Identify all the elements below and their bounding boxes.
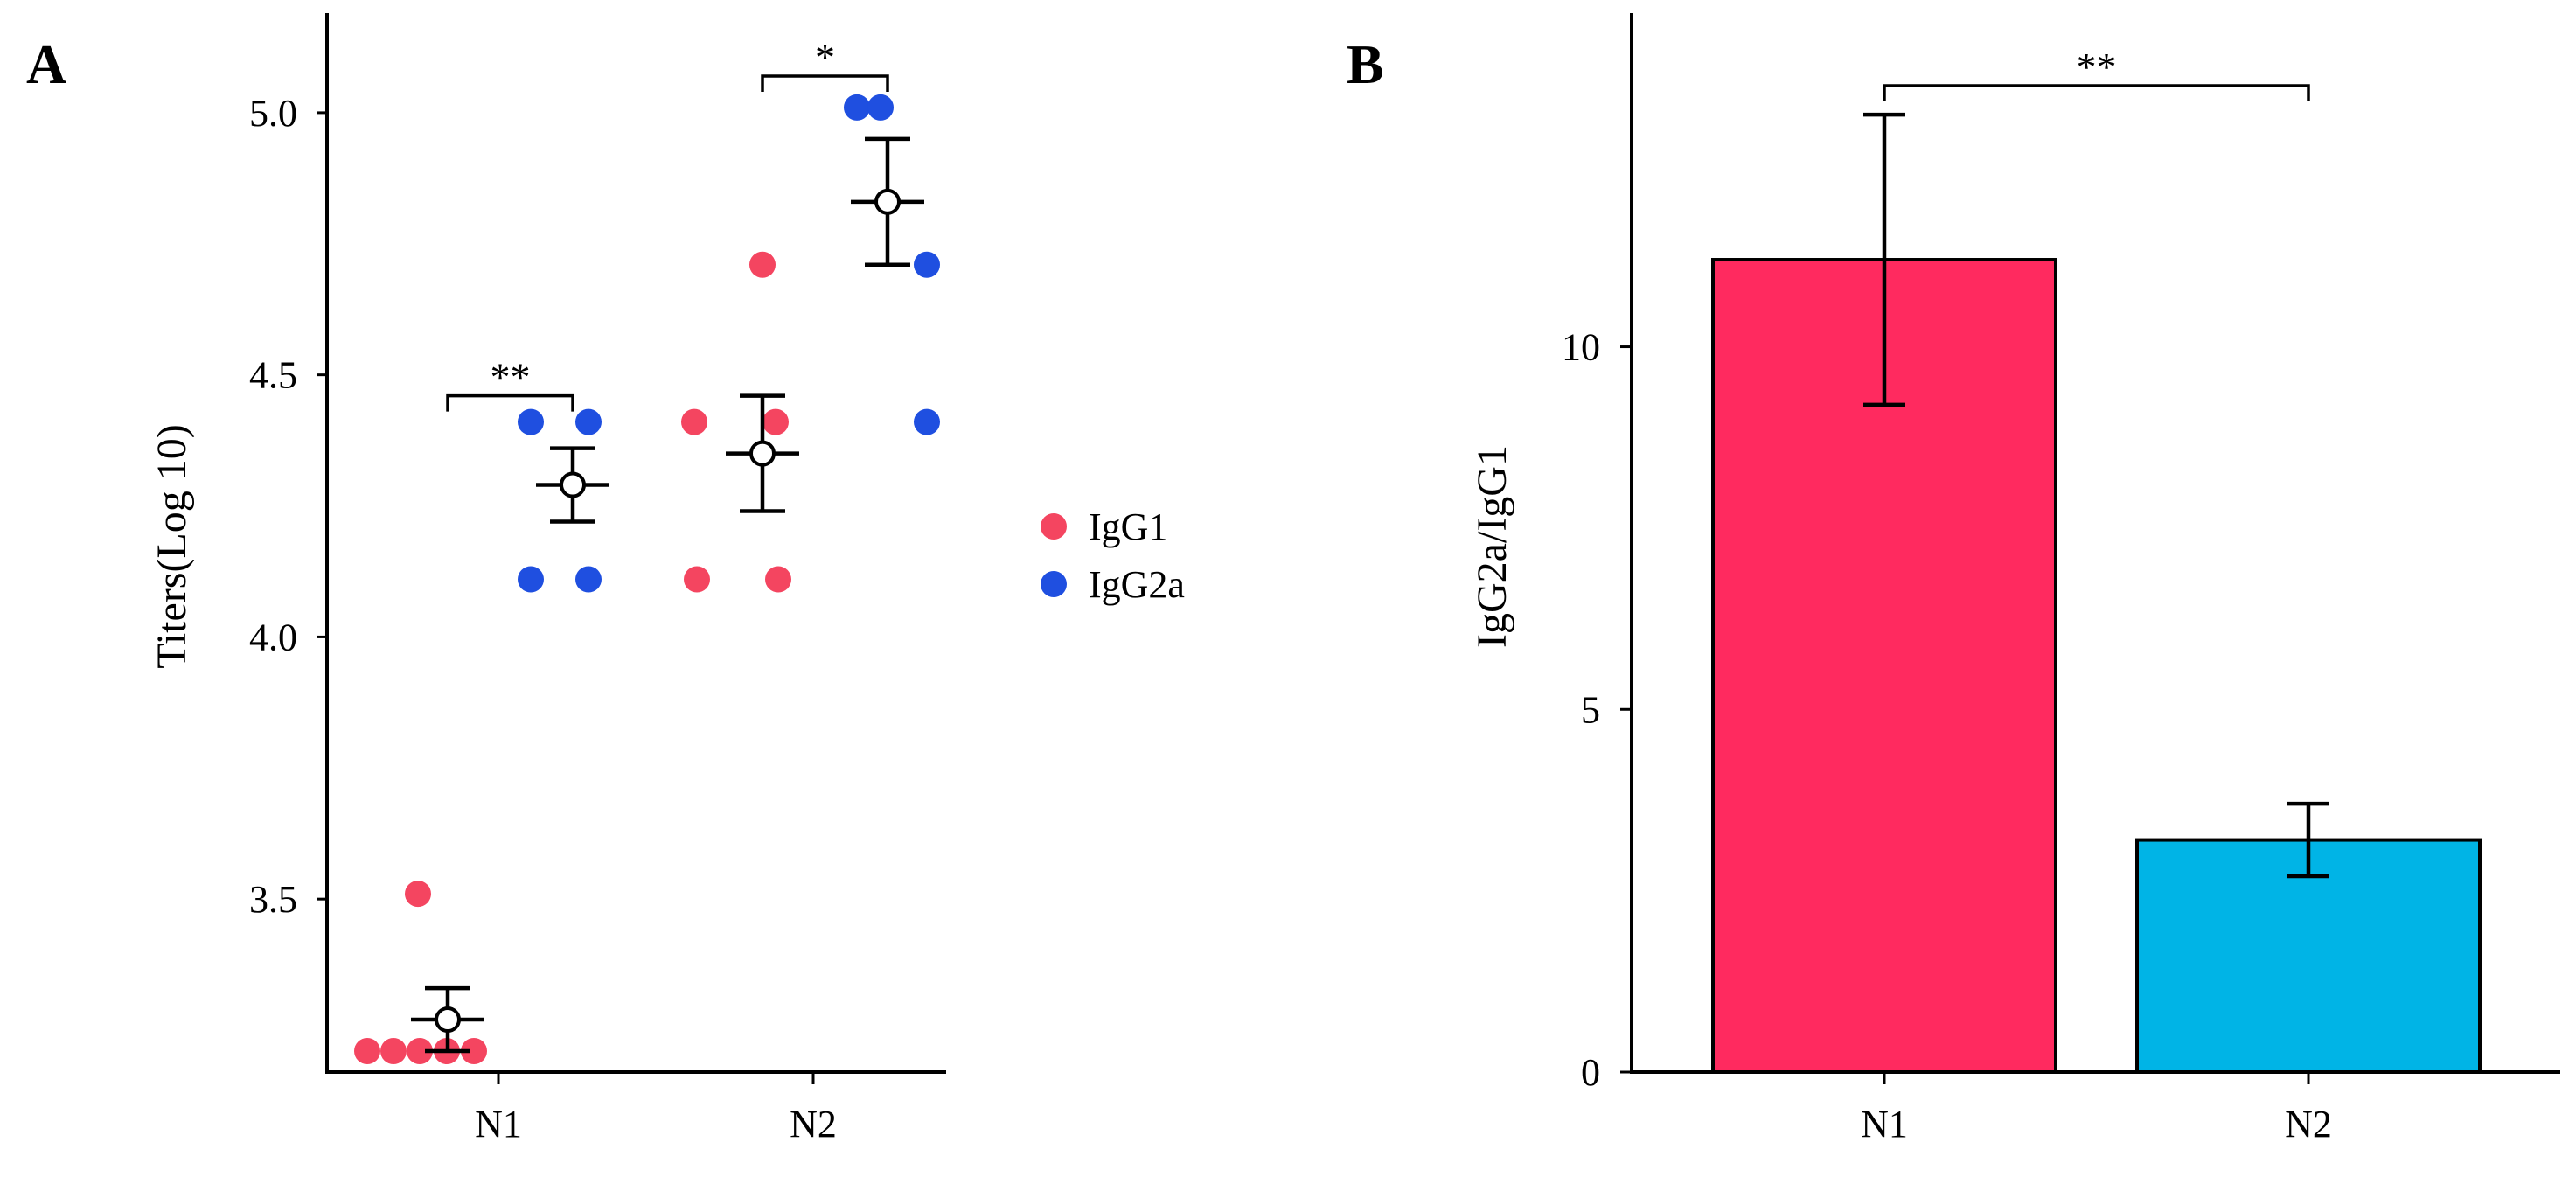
panel-a-significance-bracket	[761, 74, 889, 92]
panel-b-y-tick-label: 10	[1562, 326, 1600, 369]
panel-a-mean-marker	[560, 471, 586, 498]
panel-a-significance-bracket	[446, 393, 574, 412]
panel-a-y-tick-label: 3.5	[249, 878, 297, 921]
panel-a-chart: A Titers(Log 10) 3.54.04.55.0 N1 N2 *** I…	[26, 13, 1185, 1146]
panel-a-y-axis-title: Titers(Log 10)	[149, 424, 195, 669]
panel-a-point-igg1	[749, 251, 776, 278]
panel-b-chart: B IgG2a/IgG1 0 5 10 N1 N2 **	[1347, 13, 2560, 1146]
panel-a-y-tick-label: 4.5	[249, 354, 297, 397]
panel-a-legend: IgG1 IgG2a	[1041, 505, 1185, 606]
panel-a-y-tick-label: 4.0	[249, 616, 297, 658]
panel-b-error-bars	[1863, 112, 2329, 879]
panel-a-significance-label: *	[815, 35, 835, 80]
panel-a-point-igg1	[407, 1038, 433, 1065]
panel-a-x-ticks: N1 N2	[475, 1072, 837, 1146]
panel-a-y-ticks: 3.5 4.0 4.5 5.0	[249, 92, 327, 921]
panel-b-significance: **	[1883, 45, 2310, 101]
panel-a-legend-marker-igg2a	[1041, 571, 1067, 597]
panel-a-point-igg2a	[575, 566, 602, 593]
panel-a-point-igg1	[684, 566, 710, 593]
panel-b-significance-label: **	[2077, 45, 2117, 89]
panel-a-label: A	[26, 33, 66, 95]
panel-b-y-tick-label: 5	[1581, 688, 1600, 731]
panel-b-label: B	[1347, 33, 1384, 95]
panel-b-x-tick-label: N2	[2285, 1103, 2332, 1146]
panel-a-point-igg1	[461, 1038, 487, 1065]
panel-a-mean-marker	[874, 188, 901, 215]
panel-a-point-igg1	[765, 566, 791, 593]
panel-b-y-axis-title: IgG2a/IgG1	[1469, 445, 1515, 648]
panel-a-significance: ***	[446, 35, 889, 412]
panel-a-x-tick-label: N1	[475, 1103, 522, 1146]
panel-a-y-tick-label: 5.0	[249, 92, 297, 135]
panel-b-y-ticks: 0 5 10	[1562, 326, 1632, 1094]
panel-a-points	[354, 94, 940, 1065]
panel-a-legend-label: IgG1	[1089, 505, 1167, 548]
panel-a-point-igg1	[762, 408, 789, 435]
panel-a-legend-label: IgG2a	[1089, 563, 1185, 606]
panel-a-means	[411, 136, 924, 1054]
panel-a-point-igg2a	[867, 94, 894, 121]
panel-a-point-igg2a	[914, 251, 940, 278]
panel-b-x-ticks: N1 N2	[1861, 1072, 2332, 1146]
panel-a-point-igg2a	[844, 94, 870, 121]
panel-a-point-igg2a	[914, 408, 940, 435]
panel-a-point-igg2a	[518, 408, 544, 435]
panel-b-significance-bracket	[1883, 84, 2310, 101]
panel-a-point-igg1	[681, 408, 707, 435]
panel-a-point-igg1	[405, 881, 431, 908]
panel-a-point-igg2a	[575, 408, 602, 435]
panel-a-legend-marker-igg1	[1041, 513, 1067, 540]
panel-b-bar-n2	[2135, 838, 2482, 1074]
panel-a-point-igg2a	[518, 566, 544, 593]
panel-b-y-tick-label: 0	[1581, 1051, 1600, 1094]
panel-b-bars	[1711, 258, 2482, 1075]
panel-a-point-igg1	[380, 1038, 407, 1065]
panel-b-x-tick-label: N1	[1861, 1103, 1908, 1146]
panel-a-mean-marker	[435, 1006, 461, 1034]
panel-a-mean-marker	[749, 440, 776, 467]
panel-a-point-igg1	[354, 1038, 380, 1065]
panel-a-x-tick-label: N2	[790, 1103, 837, 1146]
panel-a-significance-label: **	[491, 355, 531, 400]
